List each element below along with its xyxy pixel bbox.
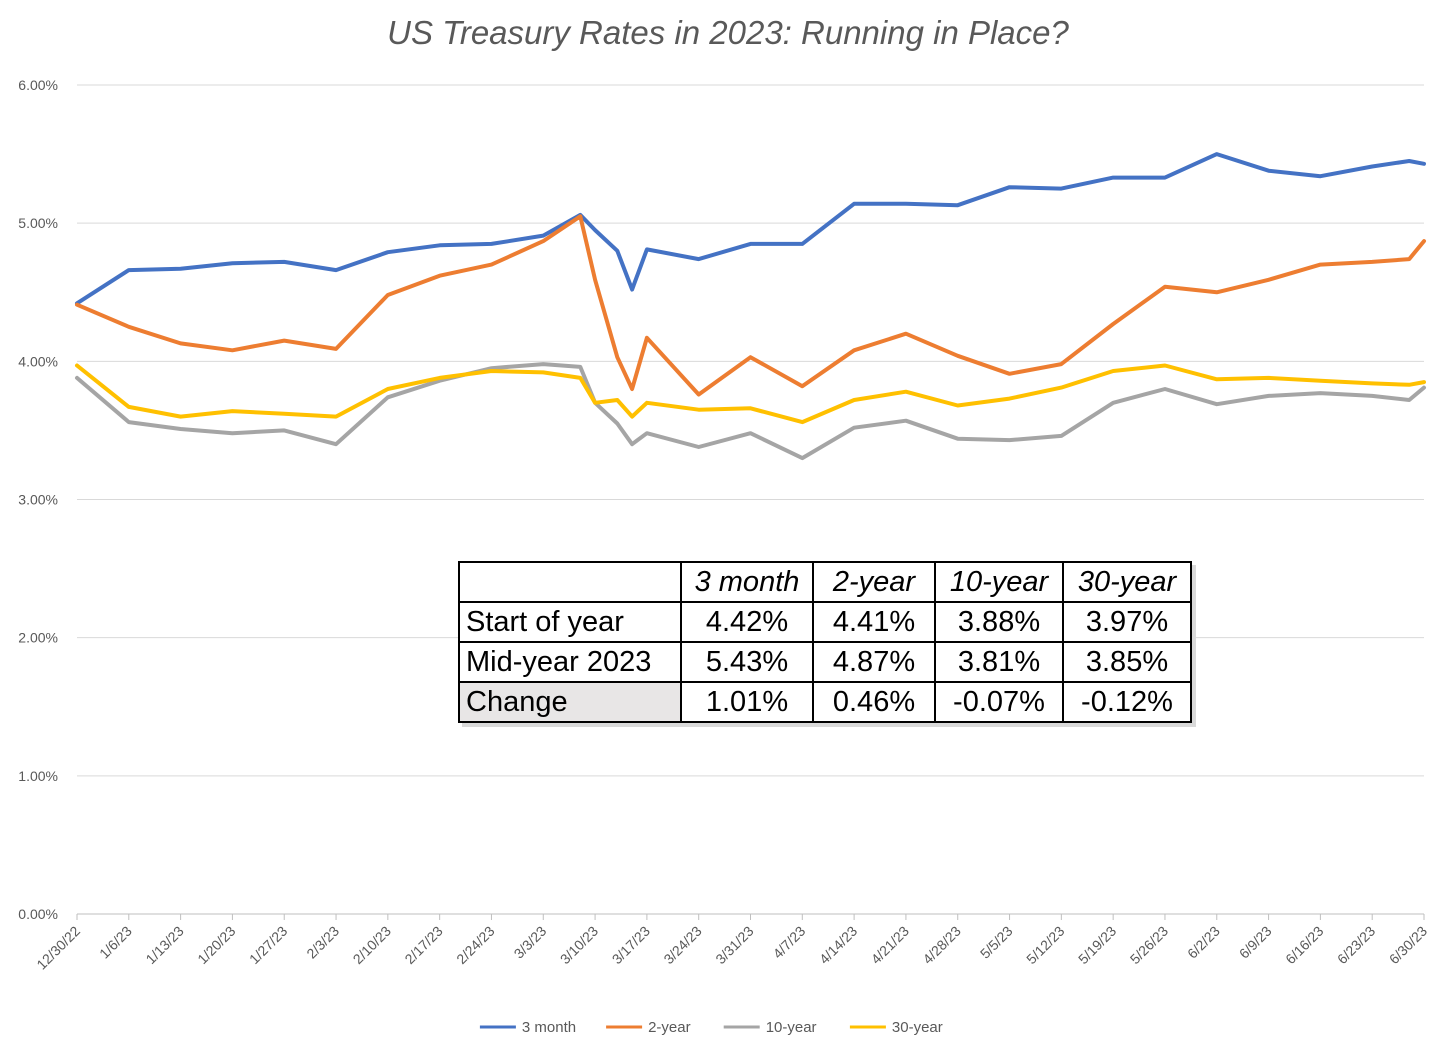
row-label: Mid-year 2023 bbox=[458, 641, 682, 683]
table-header-row: 3 month 2-year 10-year 30-year bbox=[458, 561, 1192, 603]
y-tick-label: 5.00% bbox=[18, 215, 58, 231]
y-tick-label: 1.00% bbox=[18, 768, 58, 784]
table-cell: 4.87% bbox=[812, 641, 936, 683]
x-tick-label: 1/6/23 bbox=[96, 923, 135, 962]
table-cell: -0.07% bbox=[934, 681, 1064, 723]
row-label: Start of year bbox=[458, 601, 682, 643]
table-cell: 3.88% bbox=[934, 601, 1064, 643]
table-cell: 5.43% bbox=[680, 641, 814, 683]
x-tick-label: 4/21/23 bbox=[868, 923, 912, 967]
x-tick-label: 5/12/23 bbox=[1023, 923, 1067, 967]
x-tick-label: 3/10/23 bbox=[557, 923, 601, 967]
x-tick-label: 4/14/23 bbox=[816, 923, 860, 967]
x-tick-label: 1/20/23 bbox=[194, 923, 238, 967]
x-tick-label: 6/2/23 bbox=[1184, 923, 1223, 962]
y-tick-label: 6.00% bbox=[18, 77, 58, 93]
table-header-cell: 30-year bbox=[1062, 561, 1192, 603]
legend-label: 30-year bbox=[892, 1019, 943, 1036]
table-cell: 3.81% bbox=[934, 641, 1064, 683]
y-tick-label: 0.00% bbox=[18, 906, 58, 922]
x-tick-label: 5/5/23 bbox=[977, 923, 1016, 962]
x-tick-label: 5/19/23 bbox=[1075, 923, 1119, 967]
x-tick-label: 12/30/22 bbox=[33, 923, 83, 973]
table-cell: 0.46% bbox=[812, 681, 936, 723]
x-tick-label: 1/13/23 bbox=[142, 923, 186, 967]
table-row: Mid-year 2023 5.43% 4.87% 3.81% 3.85% bbox=[458, 641, 1192, 683]
table-cell: 3.97% bbox=[1062, 601, 1192, 643]
table-row: Start of year 4.42% 4.41% 3.88% 3.97% bbox=[458, 601, 1192, 643]
x-tick-label: 4/7/23 bbox=[770, 923, 809, 962]
legend-label: 2-year bbox=[648, 1019, 691, 1036]
y-tick-label: 3.00% bbox=[18, 492, 58, 508]
x-tick-label: 2/3/23 bbox=[303, 923, 342, 962]
summary-table: 3 month 2-year 10-year 30-year Start of … bbox=[458, 561, 1192, 723]
table-cell: 4.41% bbox=[812, 601, 936, 643]
table-header-cell: 2-year bbox=[812, 561, 936, 603]
y-tick-label: 4.00% bbox=[18, 353, 58, 369]
series-line bbox=[75, 214, 1426, 397]
chart-title: US Treasury Rates in 2023: Running in Pl… bbox=[387, 14, 1069, 51]
x-tick-label: 6/9/23 bbox=[1236, 923, 1275, 962]
table-header-cell bbox=[458, 561, 682, 603]
series-line bbox=[75, 363, 1426, 425]
x-tick-label: 2/24/23 bbox=[453, 923, 497, 967]
series-lines bbox=[75, 152, 1426, 461]
row-label: Change bbox=[458, 681, 682, 723]
x-tick-label: 2/10/23 bbox=[350, 923, 394, 967]
y-tick-label: 2.00% bbox=[18, 630, 58, 646]
table-cell: 1.01% bbox=[680, 681, 814, 723]
table-cell: 4.42% bbox=[680, 601, 814, 643]
series-line bbox=[75, 362, 1426, 461]
x-tick-label: 3/31/23 bbox=[712, 923, 756, 967]
series-line bbox=[75, 152, 1426, 306]
table-header-cell: 10-year bbox=[934, 561, 1064, 603]
legend-label: 3 month bbox=[522, 1019, 576, 1036]
table-cell: 3.85% bbox=[1062, 641, 1192, 683]
table-cell: -0.12% bbox=[1062, 681, 1192, 723]
legend: 3 month 2-year 10-year 30-year bbox=[479, 1019, 943, 1036]
x-tick-label: 6/16/23 bbox=[1282, 923, 1326, 967]
x-tick-label: 5/26/23 bbox=[1127, 923, 1171, 967]
x-tick-label: 1/27/23 bbox=[246, 923, 290, 967]
x-tick-label: 6/30/23 bbox=[1386, 923, 1430, 967]
x-tick-label: 6/23/23 bbox=[1334, 923, 1378, 967]
x-tick-label: 3/17/23 bbox=[609, 923, 653, 967]
axes: 0.00% 1.00% 2.00% 3.00% 4.00% 5.00% 6.00% 12/30… bbox=[18, 77, 1430, 973]
legend-label: 10-year bbox=[766, 1019, 817, 1036]
table-row: Change 1.01% 0.46% -0.07% -0.12% bbox=[458, 681, 1192, 723]
x-tick-label: 3/3/23 bbox=[511, 923, 550, 962]
x-tick-label: 3/24/23 bbox=[660, 923, 704, 967]
x-tick-label: 2/17/23 bbox=[401, 923, 445, 967]
x-tick-label: 4/28/23 bbox=[920, 923, 964, 967]
table-header-cell: 3 month bbox=[680, 561, 814, 603]
